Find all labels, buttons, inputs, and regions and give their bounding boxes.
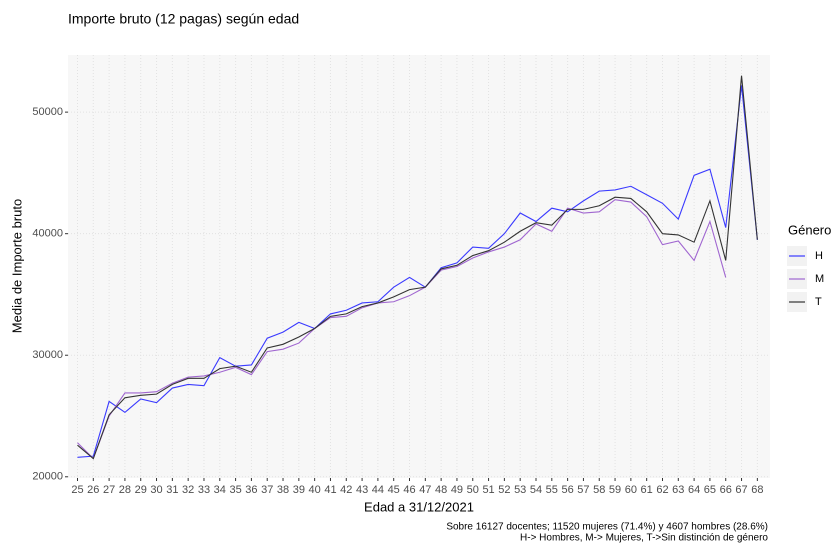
x-tick-label: 33 (198, 484, 210, 496)
y-tick-label: 50000 (32, 106, 63, 118)
x-axis-title: Edad a 31/12/2021 (364, 499, 474, 514)
x-tick-label: 64 (688, 484, 700, 496)
x-tick-label: 57 (577, 484, 589, 496)
x-tick-label: 46 (403, 484, 415, 496)
x-tick-label: 56 (561, 484, 573, 496)
y-tick-label: 30000 (32, 349, 63, 361)
x-tick-label: 47 (419, 484, 431, 496)
x-tick-label: 48 (435, 484, 447, 496)
x-tick-label: 37 (261, 484, 273, 496)
x-tick-label: 43 (356, 484, 368, 496)
x-tick-label: 62 (656, 484, 668, 496)
x-tick-label: 41 (324, 484, 336, 496)
x-tick-label: 60 (625, 484, 637, 496)
x-tick-label: 55 (546, 484, 558, 496)
x-tick-label: 49 (451, 484, 463, 496)
x-tick-label: 28 (119, 484, 131, 496)
x-tick-label: 59 (609, 484, 621, 496)
legend-label: T (815, 296, 822, 308)
x-tick-label: 27 (103, 484, 115, 496)
series-line (77, 85, 758, 458)
chart-title: Importe bruto (12 pagas) según edad (68, 11, 299, 27)
plot-panel (68, 55, 770, 478)
x-tick-label: 29 (135, 484, 147, 496)
x-tick-label: 61 (641, 484, 653, 496)
x-tick-label: 66 (720, 484, 732, 496)
y-tick-label: 40000 (32, 228, 63, 240)
x-tick-label: 51 (482, 484, 494, 496)
x-tick-label: 26 (87, 484, 99, 496)
x-tick-label: 32 (182, 484, 194, 496)
x-tick-label: 38 (277, 484, 289, 496)
x-tick-label: 39 (293, 484, 305, 496)
legend-title: Género (788, 222, 831, 237)
x-tick-label: 54 (530, 484, 542, 496)
x-tick-label: 52 (498, 484, 510, 496)
x-tick-label: 30 (150, 484, 162, 496)
x-tick-label: 34 (214, 484, 226, 496)
x-tick-label: 67 (735, 484, 747, 496)
x-tick-label: 63 (672, 484, 684, 496)
y-tick-label: 20000 (32, 471, 63, 483)
caption: H-> Hombres, M-> Mujeres, T->Sin distinc… (520, 533, 768, 544)
x-tick-label: 44 (372, 484, 384, 496)
legend-label: M (815, 273, 824, 285)
x-tick-label: 50 (467, 484, 479, 496)
x-tick-label: 25 (71, 484, 83, 496)
x-tick-label: 53 (514, 484, 526, 496)
y-axis-title: Media de Importe bruto (9, 199, 24, 333)
x-tick-label: 36 (245, 484, 257, 496)
x-tick-label: 31 (166, 484, 178, 496)
series-line (77, 75, 758, 460)
legend-label: H (815, 250, 823, 262)
x-tick-label: 68 (751, 484, 763, 496)
caption: Sobre 16127 docentes; 11520 mujeres (71.… (446, 522, 768, 533)
x-tick-label: 40 (309, 484, 321, 496)
x-tick-label: 42 (340, 484, 352, 496)
x-tick-label: 35 (229, 484, 241, 496)
series-line (77, 199, 727, 460)
x-tick-label: 65 (704, 484, 716, 496)
x-tick-label: 58 (593, 484, 605, 496)
x-tick-label: 45 (388, 484, 400, 496)
